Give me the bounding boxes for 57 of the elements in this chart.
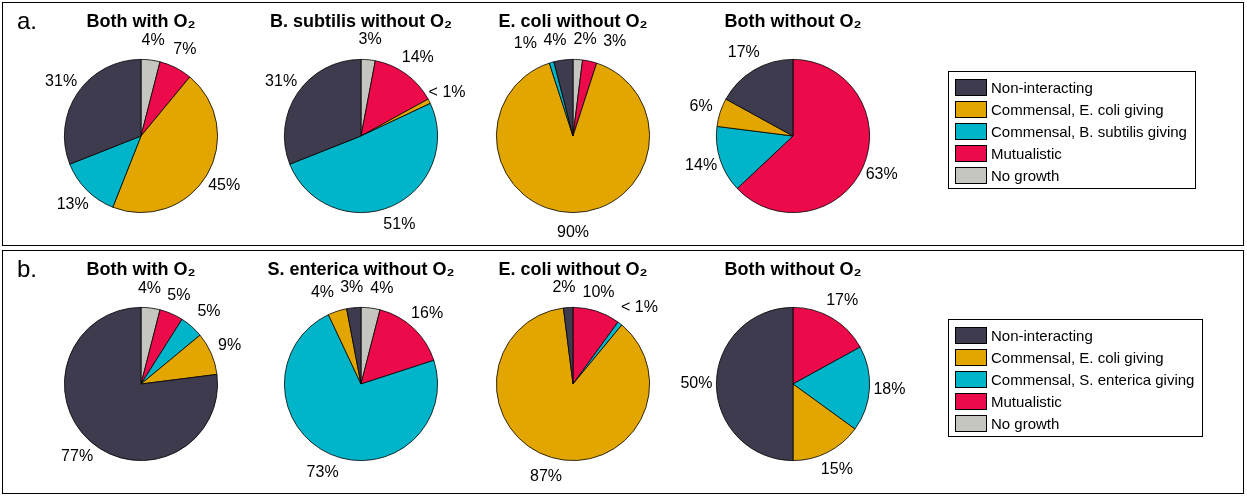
data-label: 51% — [383, 215, 416, 233]
data-label: 63% — [865, 164, 898, 182]
chart-title: Both with O₂ — [86, 259, 196, 279]
legend-label: Mutualistic — [991, 392, 1062, 410]
data-label: 17% — [826, 291, 859, 309]
data-label: 4% — [137, 278, 162, 296]
data-label: 90% — [556, 223, 590, 241]
data-label: 5% — [197, 301, 221, 319]
data-label: 14% — [401, 48, 434, 66]
data-label: 2% — [552, 278, 576, 295]
text: b. — [17, 255, 38, 283]
legend-label: Commensal, S. enterica giving — [991, 370, 1195, 388]
data-label: 5% — [167, 285, 191, 303]
chart-title: Both without O₂ — [724, 11, 862, 31]
data-label: 4% — [543, 30, 567, 48]
legend-label: Commensal, E. coli giving — [991, 100, 1164, 118]
legend-label: Non-interacting — [991, 78, 1093, 96]
data-label: 1% — [513, 33, 537, 51]
chart-title: Both with O₂ — [86, 11, 196, 31]
data-label: 77% — [61, 446, 94, 464]
data-label: 13% — [56, 194, 89, 212]
legend-label: Mutualistic — [991, 144, 1062, 162]
chart-title: E. coli without O₂ — [498, 259, 648, 279]
data-label: 2% — [573, 30, 597, 47]
data-label: 4% — [370, 278, 394, 296]
data-label: 3% — [340, 278, 364, 296]
data-label: 14% — [685, 156, 718, 174]
data-label: 31% — [45, 72, 78, 90]
data-label: 3% — [603, 32, 627, 50]
legend-label: Commensal, B. subtilis giving — [991, 122, 1187, 140]
chart-title: S. enterica without O₂ — [267, 259, 455, 279]
legend-label: Non-interacting — [991, 326, 1093, 344]
data-label: 9% — [218, 336, 242, 354]
data-label: 50% — [680, 374, 713, 392]
legend-label: No growth — [991, 166, 1060, 184]
legend-label: No growth — [991, 414, 1060, 432]
chart-title: B. subtilis without O₂ — [270, 11, 452, 31]
data-label: 73% — [306, 463, 339, 481]
data-label: 7% — [173, 40, 197, 58]
data-label: 10% — [582, 282, 615, 300]
data-label: 4% — [141, 30, 165, 48]
data-label: < 1% — [428, 82, 466, 100]
data-label: 45% — [208, 175, 241, 193]
data-label: 16% — [411, 303, 444, 321]
data-label: 31% — [265, 72, 298, 90]
data-label: 87% — [530, 467, 563, 485]
chart-title: E. coli without O₂ — [498, 11, 648, 31]
data-label: 6% — [689, 96, 713, 114]
data-label: 4% — [310, 282, 335, 300]
data-label: 18% — [873, 380, 906, 398]
data-label: < 1% — [620, 298, 658, 316]
text: a. — [17, 7, 38, 35]
data-label: 17% — [727, 43, 760, 61]
legend-label: Commensal, E. coli giving — [991, 348, 1164, 366]
data-label: 3% — [358, 30, 382, 48]
chart-title: Both without O₂ — [724, 259, 862, 279]
data-label: 15% — [820, 460, 853, 478]
